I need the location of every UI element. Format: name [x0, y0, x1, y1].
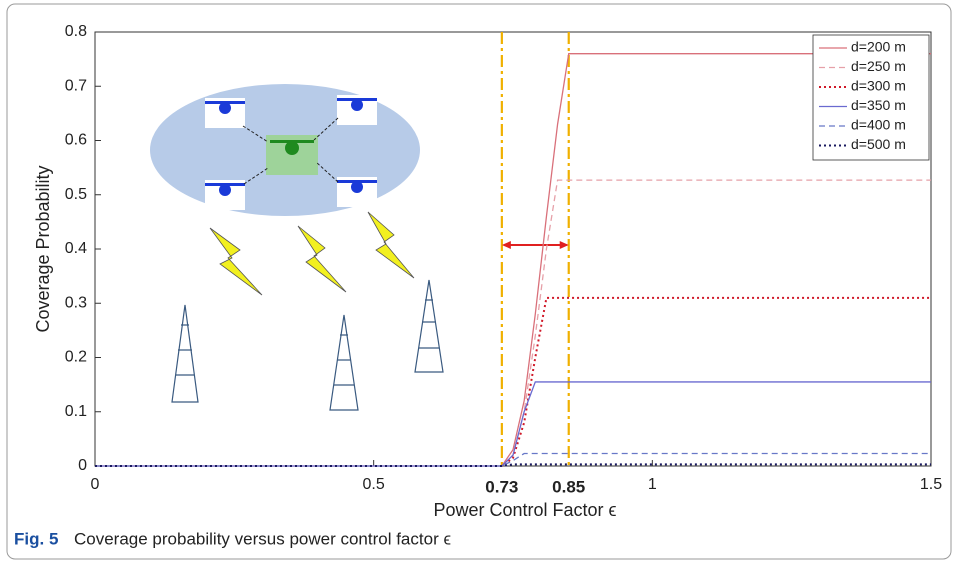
figure-frame — [6, 3, 952, 560]
legend-label: d=250 m — [851, 58, 906, 74]
x-tick-label: 1 — [648, 476, 657, 493]
y-tick-label: 0.3 — [65, 294, 87, 311]
series-line — [95, 53, 931, 467]
legend-label: d=350 m — [851, 97, 906, 113]
arrow-head — [559, 241, 569, 249]
x-tick-label: 0 — [91, 476, 100, 493]
x-axis-label: Power Control Factor ϵ — [433, 500, 616, 520]
legend-label: d=300 m — [851, 78, 906, 94]
legend-label: d=400 m — [851, 117, 906, 133]
x-tick-label: 1.5 — [920, 476, 942, 493]
series-line — [95, 381, 931, 467]
reference-label: 0.85 — [552, 477, 585, 496]
y-tick-label: 0.6 — [65, 132, 87, 149]
y-tick-label: 0.1 — [65, 403, 87, 420]
arrow-head — [501, 241, 511, 249]
y-tick-label: 0.7 — [65, 77, 87, 94]
caption: Coverage probability versus power contro… — [74, 529, 451, 548]
illustration — [150, 84, 444, 411]
series-line — [95, 463, 931, 467]
caption-label: Fig. 5 — [14, 529, 58, 548]
y-tick-label: 0.4 — [65, 240, 87, 257]
legend-label: d=200 m — [851, 39, 906, 55]
y-axis-label: Coverage Probability — [33, 165, 53, 332]
y-tick-label: 0.2 — [65, 349, 87, 366]
reference-label: 0.73 — [485, 477, 518, 496]
y-tick-label: 0.5 — [65, 186, 87, 203]
series-line — [95, 179, 931, 467]
y-tick-label: 0.8 — [65, 23, 87, 40]
x-tick-label: 0.5 — [363, 476, 385, 493]
series-line — [95, 452, 931, 467]
y-tick-label: 0 — [78, 457, 87, 474]
legend-box — [812, 34, 930, 161]
legend-label: d=500 m — [851, 136, 906, 152]
